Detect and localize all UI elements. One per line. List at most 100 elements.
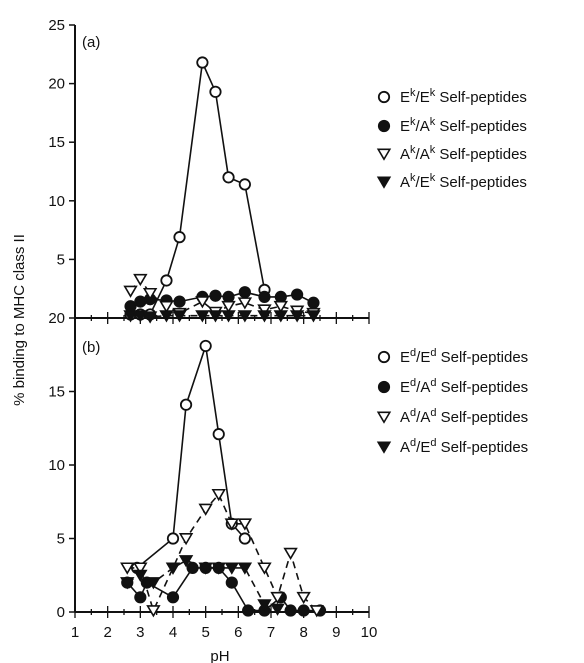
data-point [198,562,213,575]
data-point [307,296,320,309]
data-point [224,518,239,531]
data-point [221,300,236,314]
x-tick-label: 8 [299,624,307,641]
data-point [195,296,210,309]
x-tick-label: 3 [136,624,144,641]
panel-b-y-tick-label: 0 [57,604,65,621]
legend-marker [376,148,392,161]
data-point [225,576,238,589]
data-point [133,273,148,287]
data-point [212,428,225,441]
data-point [237,297,253,310]
data-point [178,533,194,546]
data-point [209,85,222,98]
y-axis-label: % binding to MHC class II [11,234,28,406]
data-point [120,562,135,575]
data-point [237,310,253,323]
panel-b-series-3 [120,488,324,618]
legend-label: Ad/Ad Self-peptides [400,407,528,426]
legend-entry: Ak/Ak Self-peptides [376,144,527,163]
data-point [133,310,148,323]
data-point [291,288,304,301]
legend-marker [376,411,392,424]
series-line [127,492,318,613]
data-point [179,398,193,411]
x-tick-label: 6 [234,624,242,641]
x-tick-label: 9 [332,624,340,641]
data-point [238,532,251,545]
x-tick-label: 2 [103,624,111,641]
data-point [146,577,161,590]
panel-a-series-4 [123,310,321,324]
data-point [209,289,222,302]
legend-entry: Ad/Ad Self-peptides [376,407,528,426]
data-point [221,310,236,323]
panel-b-y-tick-label: 5 [57,531,65,548]
panel-a-series-1 [124,56,271,321]
panel-b-label: (b) [82,339,100,356]
data-point [166,591,180,604]
data-point [199,339,212,353]
data-point [289,310,305,323]
data-point [134,295,147,308]
data-point [238,178,251,191]
legend-label: Ak/Ak Self-peptides [400,144,527,163]
data-point [186,561,199,575]
data-point [296,591,311,605]
data-point [211,562,226,575]
legend-marker [377,90,391,104]
data-point [208,310,223,323]
data-point [222,290,235,304]
legend-entry: Ed/Ed Self-peptides [377,347,528,366]
data-point [123,310,138,323]
data-point [270,591,285,605]
data-point [211,488,226,502]
legend-marker [377,380,391,394]
data-point [123,285,138,298]
data-point [133,569,148,583]
data-point [238,286,251,299]
data-point [196,56,209,69]
data-point [173,295,186,308]
data-point [237,562,253,575]
data-point [274,290,287,304]
panel-a-label: (a) [82,34,100,51]
x-tick-label: 5 [201,624,209,641]
data-point [165,562,181,575]
legend-label: Ek/Ek Self-peptides [400,87,527,106]
legend-entry: Ad/Ed Self-peptides [376,437,528,456]
data-point [160,274,173,287]
legend-label: Ed/Ed Self-peptides [400,347,528,366]
legend-entry: Ek/Ek Self-peptides [377,87,527,106]
x-tick-label: 1 [71,624,79,641]
data-point [172,310,187,323]
data-point [283,547,298,560]
x-tick-label: 7 [267,624,275,641]
data-point [198,503,213,516]
data-point [257,304,272,317]
panel-b: (b) 0 5 10 15 1 2 3 4 5 6 7 8 9 10 Ed/Ed Self-peptides… [48,318,528,641]
panel-a-y-tick-label: 20 [48,310,65,327]
data-point [258,290,271,304]
legend-marker [376,441,392,454]
legend-label: Ek/Ak Self-peptides [400,116,527,135]
legend-entry: Ak/Ek Self-peptides [376,172,527,191]
legend-marker [377,350,391,364]
data-point [133,562,148,575]
data-point [166,532,180,545]
legend-marker [377,119,391,133]
legend-label: Ad/Ed Self-peptides [400,437,528,456]
data-point [306,310,321,323]
data-point [178,555,194,568]
data-point [173,231,186,244]
panel-b-y-tick-label: 10 [48,457,65,474]
panel-a-y-tick-label: 20 [48,76,65,93]
data-point [257,310,272,323]
legend-label: Ed/Ad Self-peptides [400,377,528,396]
panel-a: (a) 20 5 10 15 20 25 Ek/Ek Self-peptides Ek/Ak … [48,17,527,327]
panel-b-series-4 [120,555,285,616]
data-point [222,171,235,184]
data-point [237,518,253,531]
panel-a-y-tick-label: 10 [48,193,65,210]
data-point [124,300,137,313]
